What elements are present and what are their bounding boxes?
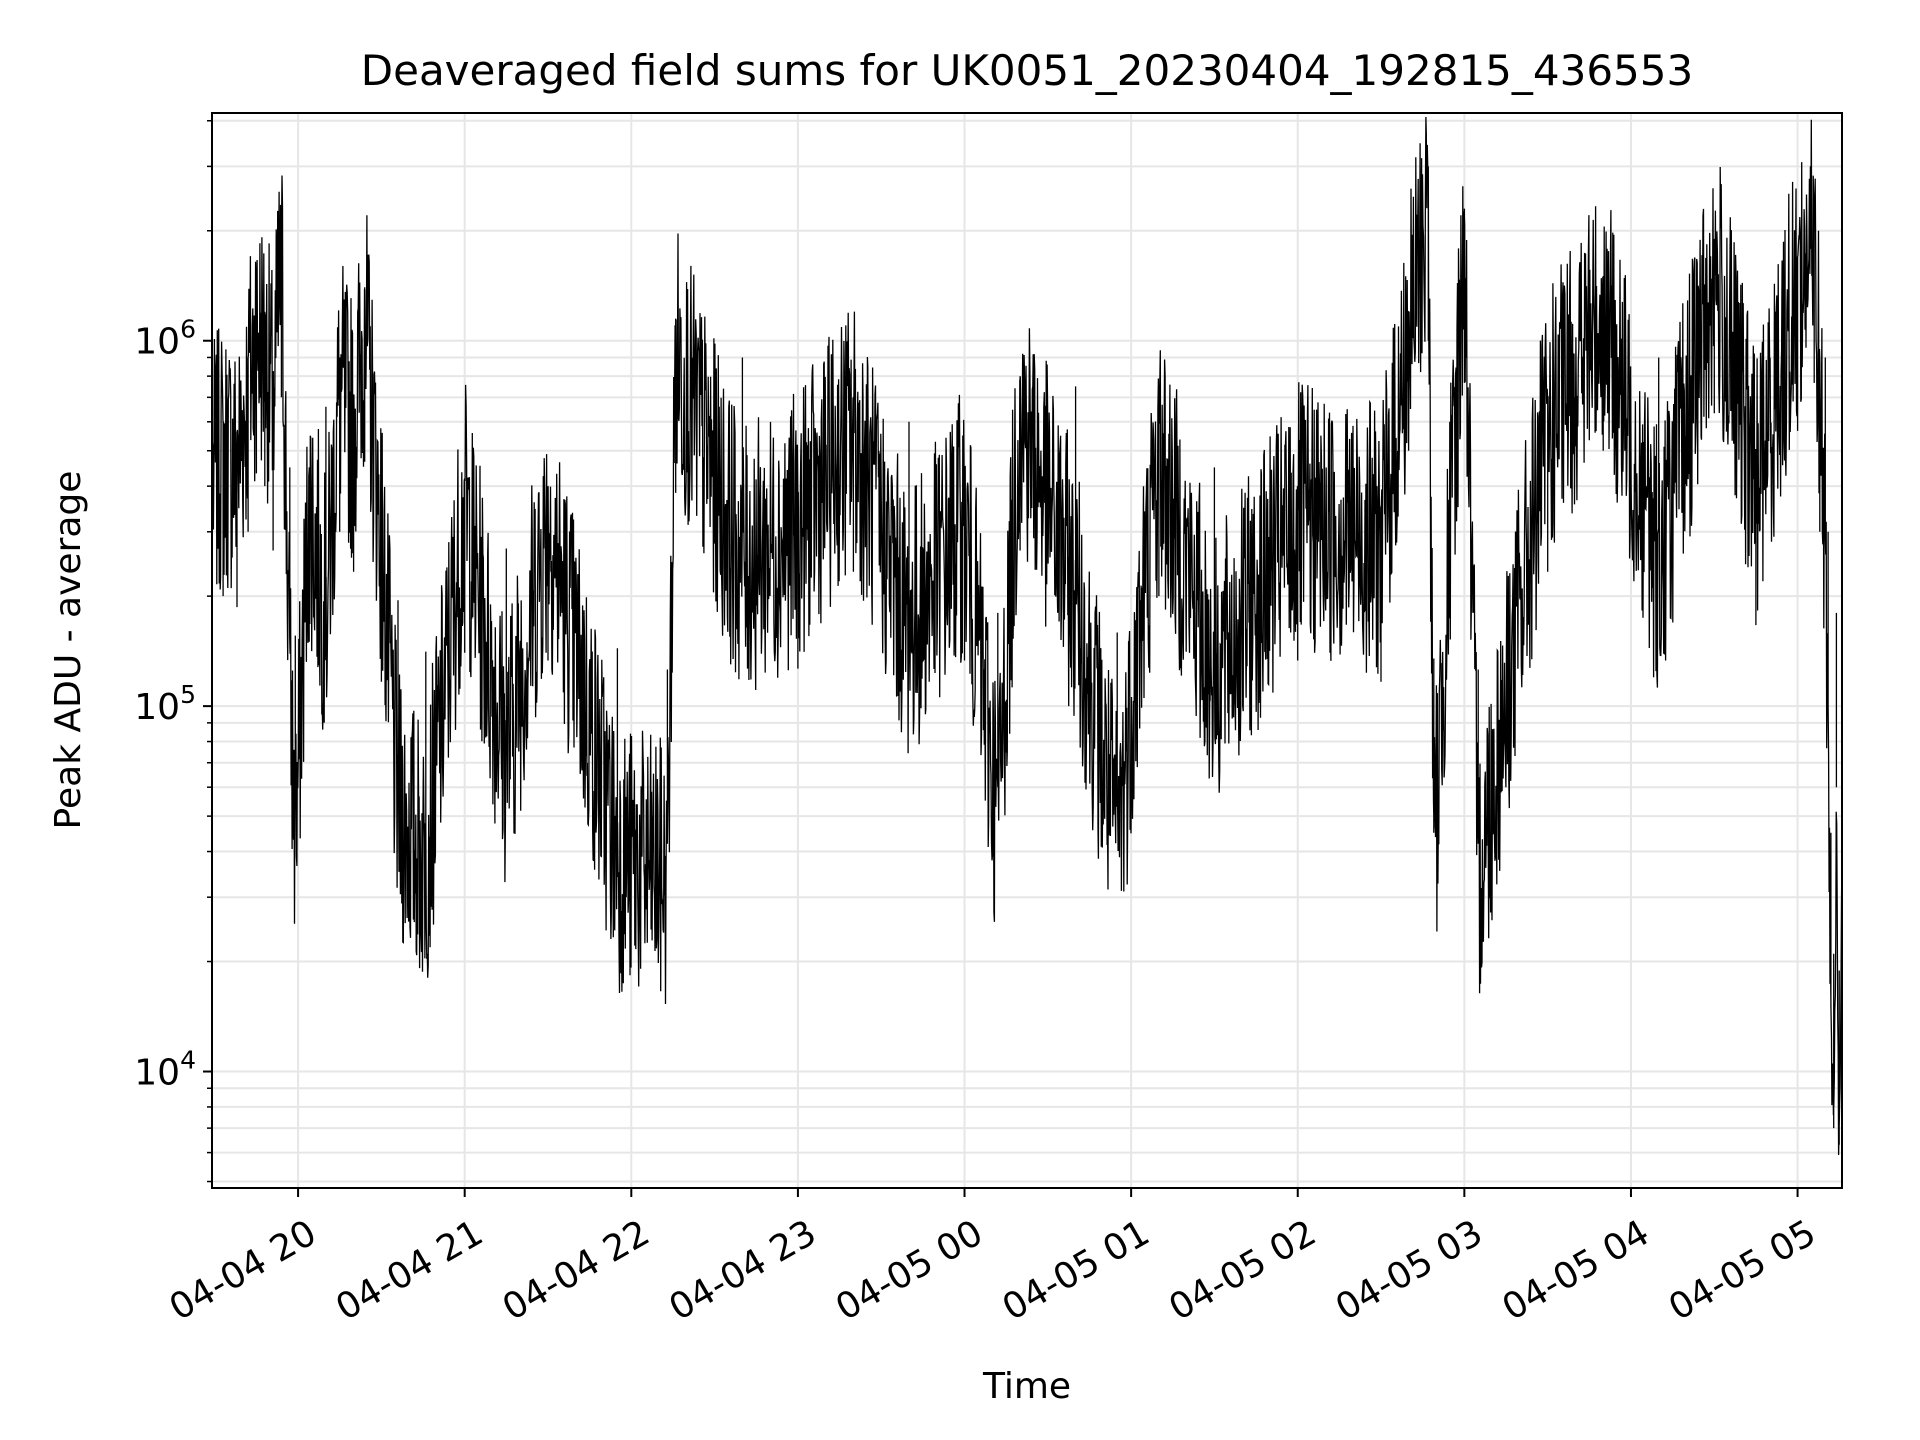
x-tick-label: 04-05 02 [1162,1212,1323,1328]
x-tick-label: 04-04 20 [163,1212,324,1328]
x-tick-label: 04-04 21 [329,1212,490,1328]
chart-title: Deaveraged field sums for UK0051_2023040… [361,46,1693,95]
x-tick-label: 04-05 01 [996,1212,1157,1328]
x-tick-label: 04-05 03 [1329,1212,1490,1328]
series-line [211,116,1843,1156]
data-layer [211,116,1843,1156]
x-tick-label: 04-05 04 [1496,1212,1657,1328]
y-axis-label: Peak ADU - average [48,471,89,830]
plot-frame [211,112,1843,1189]
x-tick-label: 04-05 00 [829,1212,990,1328]
y-tick-label: 104 [134,1046,196,1094]
x-tick-label: 04-05 05 [1662,1212,1823,1328]
x-axis-label: Time [982,1366,1071,1407]
y-tick-label: 105 [134,680,196,728]
y-tick-label: 106 [134,315,196,363]
x-tick-label: 04-04 22 [496,1212,657,1328]
x-tick-label: 04-04 23 [663,1212,824,1328]
